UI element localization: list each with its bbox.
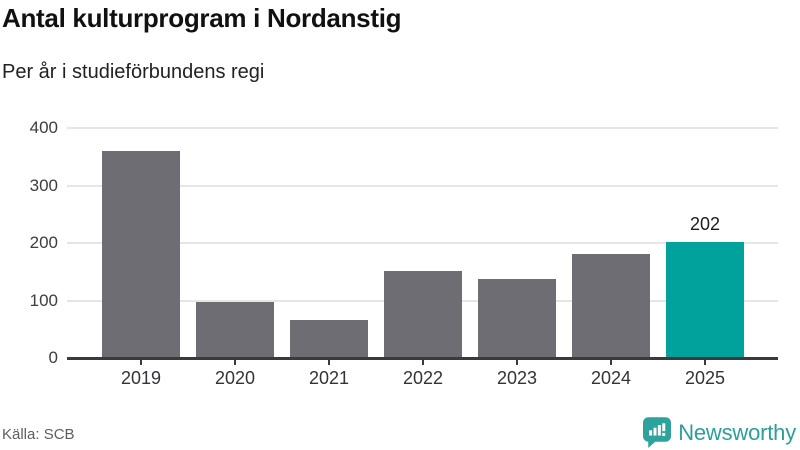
chart-subtitle: Per år i studieförbundens regi: [2, 61, 265, 83]
y-axis-tick-200: 200: [29, 233, 58, 252]
x-axis-label-2024: 2024: [590, 368, 632, 388]
x-axis-line: [67, 357, 778, 360]
y-axis-tick-400: 400: [29, 118, 58, 137]
x-axis-label-2025: 2025: [684, 368, 726, 388]
gridline-400: [67, 127, 778, 129]
newsworthy-logo-icon: [643, 417, 672, 448]
newsworthy-logo-text: Newsworthy: [678, 419, 796, 445]
bar-2020: [196, 302, 274, 358]
gridline-300: [67, 184, 778, 187]
x-axis-label-2020: 2020: [214, 368, 256, 388]
bar-2025: [666, 241, 744, 358]
x-axis-label-2019: 2019: [120, 368, 162, 388]
x-axis-label-2023: 2023: [496, 368, 538, 388]
bar-2024: [572, 253, 650, 358]
gridline-200: [67, 242, 778, 244]
x-axis-tickmark-2019: [140, 359, 142, 365]
x-axis-tickmark-2020: [234, 359, 236, 365]
x-axis-label-2021: 2021: [308, 368, 350, 388]
y-axis-tick-300: 300: [29, 175, 58, 195]
bar-2023: [478, 279, 556, 358]
newsworthy-logo: Newsworthy: [643, 417, 796, 448]
chart-title: Antal kulturprogram i Nordanstig: [2, 3, 402, 33]
x-axis-tickmark-2021: [328, 359, 330, 365]
x-axis-tickmark-2023: [516, 359, 518, 365]
y-axis-tick-100: 100: [29, 290, 58, 310]
bar-2021: [290, 320, 368, 358]
bar-2022: [384, 270, 462, 358]
x-axis-tickmark-2022: [422, 359, 424, 365]
data-label-2025: 202: [689, 213, 721, 234]
bar-2019: [102, 151, 180, 358]
source-label: Källa: SCB: [2, 426, 75, 443]
x-axis-tickmark-2024: [610, 359, 612, 365]
y-axis-tick-0: 0: [48, 348, 58, 367]
x-axis-tickmark-2025: [704, 359, 706, 365]
x-axis-label-2022: 2022: [402, 368, 444, 388]
